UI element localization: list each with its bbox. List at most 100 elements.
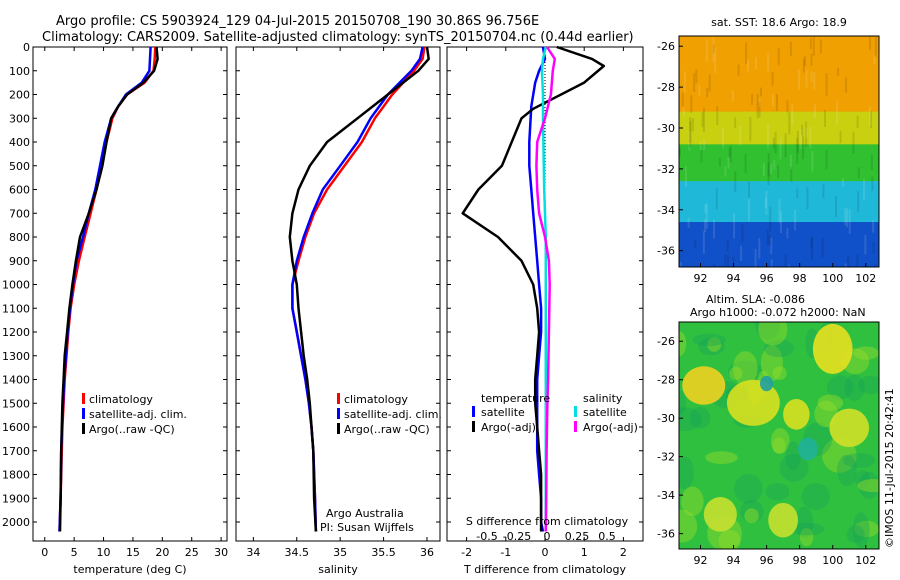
sla-texture xyxy=(857,479,879,493)
sst-texture xyxy=(789,41,792,57)
sst-texture xyxy=(868,36,871,51)
sla-texture xyxy=(732,351,758,386)
sst-texture xyxy=(809,126,812,149)
sst-texture xyxy=(791,104,794,126)
x-tick-label-s: -0.25 xyxy=(503,530,531,543)
sst-texture xyxy=(803,55,806,66)
sst-texture xyxy=(758,101,761,118)
y-tick-label: 0 xyxy=(23,41,30,54)
sla-texture xyxy=(679,456,694,490)
sst-texture xyxy=(745,42,748,64)
x-tick-label-s: 0.5 xyxy=(598,530,616,543)
legend-label: satellite-adj. clim. xyxy=(89,408,187,421)
x-tick-label: 20 xyxy=(155,546,169,559)
sst-texture xyxy=(771,94,774,107)
sst-texture xyxy=(863,179,866,200)
y-tick-label: 500 xyxy=(9,160,30,173)
sst-texture xyxy=(788,112,791,135)
y-tick-label: 300 xyxy=(9,112,30,125)
sst-texture xyxy=(779,138,782,160)
sst-texture xyxy=(819,39,822,54)
sst-texture xyxy=(810,71,813,83)
sst-texture xyxy=(684,166,687,187)
sst-texture xyxy=(689,117,692,143)
map-x-tick-label: 92 xyxy=(693,272,707,285)
map-x-tick-label: 100 xyxy=(822,554,843,567)
sst-texture xyxy=(706,87,709,98)
sla-texture xyxy=(755,322,781,340)
y-tick-label: 1500 xyxy=(2,397,30,410)
sst-texture xyxy=(798,69,801,90)
sst-texture xyxy=(724,166,727,177)
sst-texture xyxy=(734,117,737,129)
sst-texture xyxy=(796,137,799,164)
sst-texture xyxy=(837,67,840,76)
sst-texture xyxy=(856,115,859,128)
sst-texture xyxy=(802,58,805,73)
sst-texture xyxy=(765,190,768,215)
map-x-tick-label: 102 xyxy=(855,272,876,285)
sla-texture xyxy=(692,333,726,347)
x-tick-label: 0 xyxy=(41,546,48,559)
sla-texture xyxy=(679,407,702,432)
legend-label: satellite xyxy=(583,406,627,419)
x-tick-label: 25 xyxy=(185,546,199,559)
sst-texture xyxy=(794,209,797,231)
sla-texture xyxy=(681,486,704,517)
y-tick-label: 900 xyxy=(9,255,30,268)
sst-texture xyxy=(825,73,828,96)
sst-texture xyxy=(784,133,787,158)
y-tick-label: 1300 xyxy=(2,350,30,363)
sst-texture xyxy=(774,131,777,154)
sst-texture xyxy=(748,181,751,198)
y-tick-label: 1600 xyxy=(2,421,30,434)
series-line-temperature-2 xyxy=(58,46,159,532)
panel-salinity: 34 34.5 35 35.5 36 salinity climatology satelli… xyxy=(235,46,442,576)
sst-texture xyxy=(835,196,838,218)
y-tick-label: 400 xyxy=(9,136,30,149)
sst-texture xyxy=(775,93,778,112)
sst-texture xyxy=(839,131,842,143)
sst-texture xyxy=(679,148,682,157)
legend-swatch xyxy=(472,421,475,432)
x-axis-label-top: S difference from climatology xyxy=(466,515,629,528)
sla-texture xyxy=(836,454,857,487)
sst-texture xyxy=(777,48,780,65)
sst-texture xyxy=(679,262,682,267)
legend-swatch xyxy=(337,408,340,419)
sst-texture xyxy=(691,118,694,132)
sla-texture xyxy=(690,406,711,429)
map-x-tick-label: 94 xyxy=(727,554,741,567)
sla-blob-0 xyxy=(682,366,726,405)
sst-texture xyxy=(755,56,758,70)
sla-texture xyxy=(727,360,763,382)
x-tick-label: 34.5 xyxy=(285,546,310,559)
sst-texture xyxy=(704,204,707,213)
y-tick-label: 2000 xyxy=(2,516,30,529)
sla-blob-7 xyxy=(798,437,818,461)
map-y-tick-label: -28 xyxy=(657,81,675,94)
sst-texture xyxy=(727,255,730,267)
sst-texture xyxy=(766,229,769,246)
y-tick-label: 1800 xyxy=(2,469,30,482)
sla-texture xyxy=(826,375,854,400)
sla-texture xyxy=(799,528,814,547)
sst-texture xyxy=(780,211,783,234)
map-y-tick-label: -26 xyxy=(657,335,675,348)
sst-texture xyxy=(801,124,804,136)
y-tick-label: 1000 xyxy=(2,279,30,292)
sst-texture xyxy=(712,36,715,63)
legend-swatch xyxy=(574,406,577,417)
sst-texture xyxy=(767,53,770,72)
sst-texture xyxy=(810,237,813,249)
sst-texture xyxy=(813,72,816,90)
sla-texture xyxy=(698,337,725,356)
map-x-tick-label: 96 xyxy=(760,272,774,285)
map-x-tick-label: 98 xyxy=(793,554,807,567)
sst-texture xyxy=(727,156,730,169)
sst-texture xyxy=(847,256,850,267)
sst-texture xyxy=(693,73,696,92)
sst-texture xyxy=(805,69,808,88)
sst-texture xyxy=(810,53,813,66)
legend-label: Argo(..raw -QC) xyxy=(344,423,430,436)
